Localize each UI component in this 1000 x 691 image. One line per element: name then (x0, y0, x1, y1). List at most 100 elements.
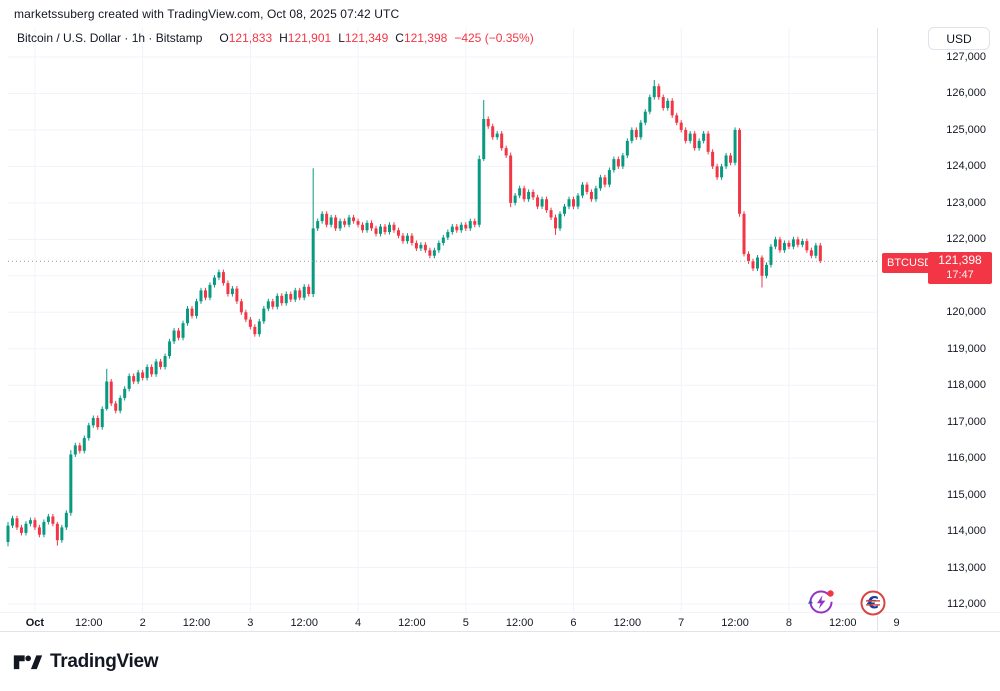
candle-body (379, 226, 383, 234)
candle-body (145, 366, 149, 378)
candle-body (693, 133, 697, 149)
candle-body (764, 264, 768, 276)
candle-body (244, 312, 248, 320)
candle-body (352, 217, 356, 222)
candle-body (724, 155, 728, 167)
candle-body (194, 301, 198, 316)
candle-body (347, 217, 351, 225)
candle-body (782, 242, 786, 251)
currency-toggle-button[interactable]: USD (928, 27, 990, 50)
candle-body (643, 111, 647, 123)
candle-body (702, 133, 706, 141)
candle-body (262, 308, 266, 322)
candle-body (275, 295, 279, 307)
candle-body (648, 97, 652, 112)
candle-body (10, 518, 14, 526)
candle-body (105, 381, 109, 409)
candle-body (607, 170, 611, 185)
candle-body (221, 272, 225, 284)
bar-countdown: 17:47 (946, 269, 974, 281)
candle-body (441, 237, 445, 243)
candle-body (405, 235, 409, 242)
time-axis-label: 12:00 (182, 617, 211, 629)
candle-body (616, 159, 620, 167)
ecb-euro-event-icon[interactable]: € (858, 588, 888, 618)
candle-body (396, 230, 400, 236)
candle-body (769, 246, 773, 265)
high-label: H (279, 31, 288, 45)
candle-body (132, 376, 136, 382)
candle-body (621, 155, 625, 167)
time-axis-label: 12:00 (505, 617, 534, 629)
candle-body (28, 520, 32, 524)
candle-body (549, 210, 553, 218)
candle-body (751, 261, 755, 269)
candle-body (760, 257, 764, 276)
candle-body (630, 129, 634, 141)
candle-body (383, 226, 387, 233)
candle-body (361, 224, 365, 231)
candle-body (576, 195, 580, 207)
candle-body (567, 199, 571, 207)
candle-body (141, 372, 145, 378)
tradingview-logo[interactable]: TradingView (13, 651, 159, 673)
candle-body (612, 159, 616, 171)
low-value: 121,349 (344, 31, 389, 45)
candle-body (82, 438, 86, 451)
candle-body (670, 100, 674, 116)
candle-body (715, 166, 719, 178)
candle-body (37, 527, 41, 535)
candle-body (495, 133, 499, 138)
candle-body (697, 140, 701, 149)
candle-body (486, 118, 490, 127)
candle-body (491, 126, 495, 138)
candle-body (127, 376, 131, 389)
candle-body (159, 361, 163, 367)
candle-body (450, 226, 454, 233)
candle-body (253, 326, 257, 335)
candle-body (114, 403, 118, 411)
last-price-badge[interactable]: 121,398 17:47 (928, 252, 992, 284)
candle-body (87, 425, 91, 439)
time-axis-label: Oct (25, 617, 45, 629)
time-axis-label: 9 (893, 617, 900, 629)
candle-body (73, 445, 77, 455)
time-axis-label: 12:00 (290, 617, 318, 629)
time-axis-label: 7 (678, 617, 685, 629)
candle-body (805, 241, 809, 251)
candle-body (742, 213, 746, 254)
candle-body (46, 516, 50, 522)
candle-body (540, 199, 544, 207)
candle-body (675, 115, 679, 123)
candle-body (666, 100, 670, 109)
candle-body (51, 516, 55, 524)
candle-body (235, 288, 239, 302)
chart-legend: Bitcoin / U.S. Dollar · 1h · Bitstamp O 12… (17, 31, 534, 45)
candle-body (302, 286, 306, 298)
candle-body (118, 397, 122, 411)
last-price-symbol-badge[interactable]: BTCUSD (882, 253, 938, 273)
time-axis-label: 12:00 (398, 617, 426, 629)
close-label: C (395, 31, 404, 45)
candle-body (69, 454, 73, 513)
candle-body (747, 253, 751, 262)
candle-body (585, 184, 589, 192)
candle-body (477, 159, 481, 225)
candle-body (343, 221, 347, 225)
candle-body (289, 294, 293, 300)
candle-body (603, 177, 607, 185)
economic-event-bolt-icon[interactable] (806, 587, 838, 617)
candle-body (203, 290, 207, 298)
open-label: O (219, 31, 229, 45)
symbol-title[interactable]: Bitcoin / U.S. Dollar · 1h · Bitstamp (17, 31, 203, 45)
candle-body (15, 518, 19, 528)
candle-body (374, 228, 378, 234)
candle-body (796, 239, 800, 245)
candle-body (212, 277, 216, 285)
candle-body (527, 191, 531, 200)
candle-body (589, 191, 593, 200)
candle-body (154, 361, 158, 375)
candle-body (504, 148, 508, 156)
